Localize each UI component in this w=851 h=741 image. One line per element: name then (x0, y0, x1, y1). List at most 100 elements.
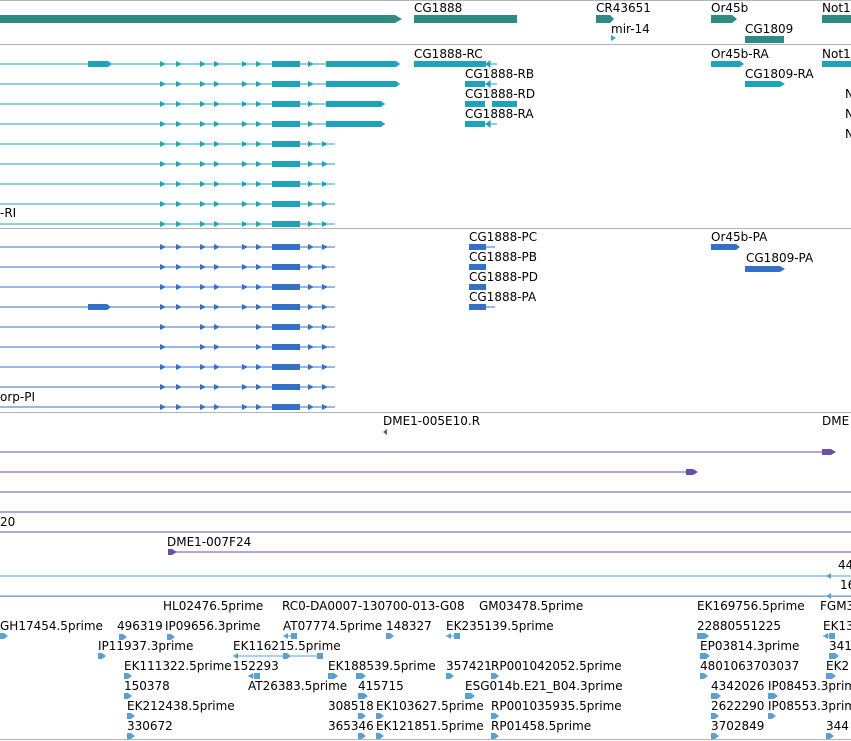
gene-feature[interactable] (611, 35, 616, 41)
est-feature[interactable] (700, 673, 708, 679)
gene-label-cr43651[interactable]: CR43651 (596, 1, 651, 15)
clone-feature[interactable] (822, 449, 836, 455)
gene-feature[interactable] (745, 36, 784, 43)
transcript-row[interactable] (0, 121, 385, 127)
est-label[interactable]: EK212438.5prime (127, 699, 235, 713)
est-label[interactable]: 22880551225 (697, 619, 781, 633)
est-label[interactable]: RP001042052.5prime (491, 659, 622, 673)
transcript-label[interactable]: CG1888-RA (465, 107, 534, 121)
protein-feature[interactable] (711, 244, 740, 250)
clone-label[interactable]: DME1-007F24 (167, 535, 251, 549)
transcript-row[interactable] (0, 221, 335, 227)
protein-feature[interactable] (745, 266, 785, 272)
est-label[interactable]: EK2 (826, 659, 849, 673)
transcript-label[interactable]: Or45b-RA (711, 47, 769, 61)
est-feature[interactable] (768, 693, 778, 699)
est-feature[interactable] (491, 673, 499, 679)
clone-feature[interactable] (686, 469, 698, 475)
est-feature[interactable] (386, 633, 394, 639)
est-feature[interactable] (711, 733, 719, 739)
transcript-label[interactable]: Not1 (822, 47, 851, 61)
transcript-label[interactable]: CG1809-RA (745, 67, 814, 81)
est-feature[interactable] (697, 633, 709, 639)
est-label[interactable]: EP03814.3prime (700, 639, 799, 653)
protein-feature[interactable] (469, 264, 486, 270)
est-label[interactable]: FGM3 (820, 599, 851, 613)
transcript-feature[interactable] (465, 101, 485, 107)
est-feature[interactable] (98, 653, 106, 659)
transcript-feature[interactable] (711, 61, 744, 67)
protein-label[interactable]: Or45b-PA (711, 230, 768, 244)
transcript-feature[interactable] (414, 61, 486, 67)
est-label[interactable]: AT26383.5prime (248, 679, 347, 693)
protein-row[interactable] (0, 364, 335, 370)
est-label[interactable]: EK188539.5prime (328, 659, 436, 673)
transcript-feature[interactable] (465, 121, 485, 127)
est-feature[interactable] (465, 693, 475, 699)
transcript-feature[interactable] (485, 120, 497, 128)
est-feature[interactable] (446, 673, 454, 679)
protein-feature[interactable] (469, 244, 486, 250)
gene-label-or45b[interactable]: Or45b (711, 1, 748, 15)
transcript-row[interactable] (0, 61, 400, 67)
est-label[interactable]: 344 (826, 719, 849, 733)
est-feature[interactable] (124, 673, 132, 679)
clone-label[interactable]: DME1-005E10.R (383, 414, 480, 428)
est-label[interactable]: EK116215.5prime (233, 639, 341, 653)
est-feature[interactable] (328, 673, 338, 679)
est-label[interactable]: 148327 (386, 619, 432, 633)
transcript-label[interactable]: -RI (0, 206, 16, 220)
protein-label[interactable]: CG1888-PA (469, 290, 537, 304)
est-feature[interactable] (356, 673, 366, 679)
est-feature[interactable] (127, 733, 135, 739)
transcript-label[interactable]: N (845, 87, 851, 101)
est-feature[interactable] (358, 733, 366, 739)
est-label[interactable]: 4801063703037 (700, 659, 799, 673)
est-label[interactable]: IP09656.3prime (165, 619, 260, 633)
est-label[interactable]: EK111322.5prime (124, 659, 232, 673)
est-feature[interactable] (768, 713, 776, 719)
est-label[interactable]: 4342026 (711, 679, 764, 693)
est-label[interactable]: HL02476.5prime (163, 599, 263, 613)
transcript-row[interactable] (0, 81, 400, 87)
est-label[interactable]: 150378 (124, 679, 170, 693)
est-label[interactable]: EK235139.5prime (446, 619, 554, 633)
est-feature[interactable] (376, 713, 384, 719)
transcript-row[interactable] (0, 141, 335, 147)
est-label[interactable]: ESG014b.E21_B04.3prime (465, 679, 623, 693)
gene-feature[interactable] (596, 15, 614, 23)
est-label[interactable]: EK121851.5prime (376, 719, 484, 733)
est-feature[interactable] (127, 713, 135, 719)
est-label[interactable]: EK103627.5prime (376, 699, 484, 713)
gene-feature[interactable] (822, 15, 851, 23)
alignment-label[interactable]: 44 (838, 558, 851, 572)
gene-label-cg1888[interactable]: CG1888 (414, 1, 462, 15)
protein-row[interactable] (0, 344, 335, 350)
protein-label[interactable]: CG1888-PC (469, 230, 537, 244)
transcript-label[interactable]: N (845, 127, 851, 141)
est-label[interactable]: AT07774.5prime (283, 619, 382, 633)
transcript-row[interactable] (0, 101, 385, 107)
transcript-row[interactable] (0, 161, 335, 167)
protein-row[interactable] (0, 264, 335, 270)
gene-label-not1[interactable]: Not1 (822, 1, 851, 15)
est-feature[interactable] (711, 693, 721, 699)
transcript-feature[interactable] (745, 81, 785, 87)
gene-feature[interactable] (0, 15, 402, 23)
protein-row[interactable] (0, 244, 335, 250)
est-label[interactable]: RP01458.5prime (491, 719, 591, 733)
est-feature[interactable] (446, 633, 460, 639)
est-feature[interactable] (358, 693, 368, 699)
est-label[interactable]: RC0-DA0007-130700-013-G08 (282, 599, 465, 613)
protein-feature[interactable] (469, 284, 486, 290)
est-label[interactable]: GH17454.5prime (0, 619, 103, 633)
est-label[interactable]: 357421 (446, 659, 492, 673)
est-feature[interactable] (829, 653, 839, 659)
est-feature[interactable] (823, 633, 835, 639)
est-label[interactable]: EK13 (823, 619, 851, 633)
transcript-row[interactable] (0, 181, 335, 187)
est-label[interactable]: RP001035935.5prime (491, 699, 622, 713)
est-feature[interactable] (376, 733, 384, 739)
est-label[interactable]: 415715 (358, 679, 404, 693)
est-feature[interactable] (283, 633, 297, 639)
